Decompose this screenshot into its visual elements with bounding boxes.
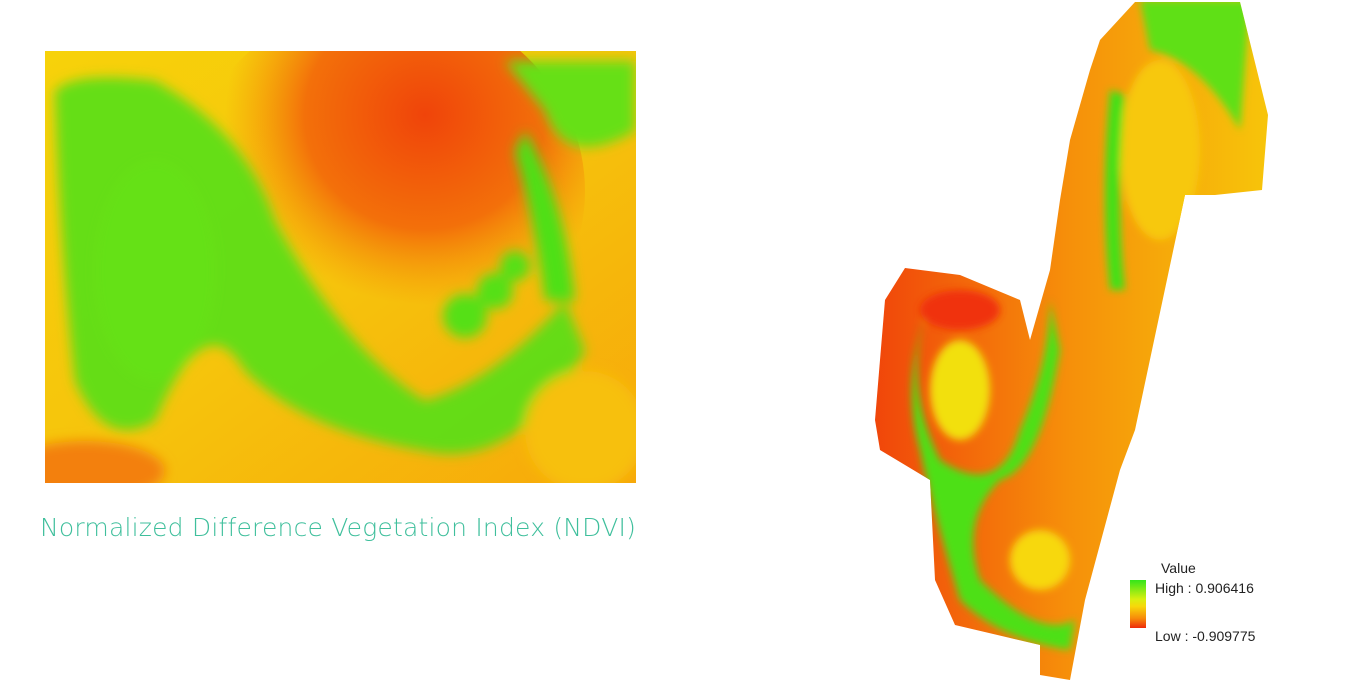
legend-low-label: Low : -0.909775 <box>1155 628 1256 644</box>
legend-high-label: High : 0.906416 <box>1155 580 1254 596</box>
ndvi-map-image <box>45 51 636 483</box>
map-caption: Normalized Difference Vegetation Index (… <box>39 513 637 542</box>
legend-color-ramp <box>1130 580 1146 628</box>
ndvi-site-map <box>875 2 1268 680</box>
legend-title: Value <box>1161 560 1196 576</box>
